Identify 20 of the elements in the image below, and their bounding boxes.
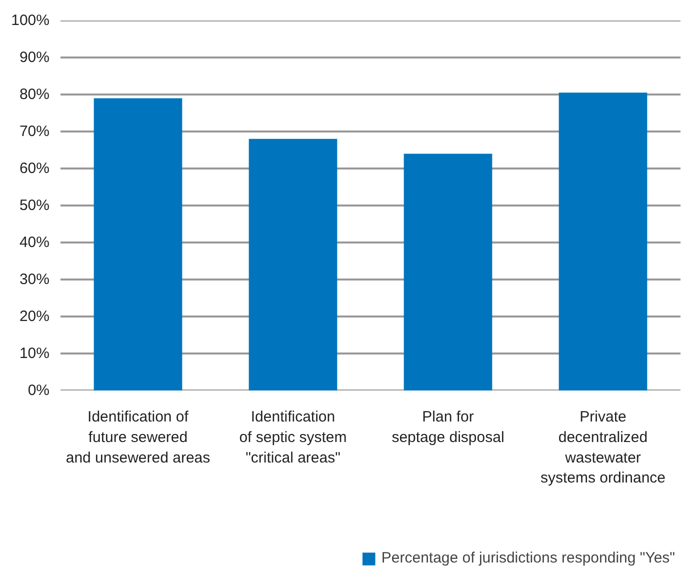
y-tick-label: 40% xyxy=(19,234,50,251)
y-tick-label: 70% xyxy=(19,123,50,140)
y-tick-label: 30% xyxy=(19,271,50,288)
y-tick-label: 10% xyxy=(19,345,50,362)
x-tick-label: Identification of future sewered and unsewered areas xyxy=(66,408,210,466)
bar xyxy=(248,138,338,390)
y-tick-label: 60% xyxy=(19,160,50,177)
y-tick-label: 0% xyxy=(28,382,50,399)
x-tick-label: Private decentralized wastewater systems ordinance xyxy=(540,408,666,487)
y-tick-label: 100% xyxy=(11,12,50,29)
x-tick-label: Plan for septage disposal xyxy=(392,408,504,446)
legend-label: Percentage of jurisdictions responding "Yes" xyxy=(381,550,675,566)
y-tick-label: 80% xyxy=(19,86,50,103)
bar xyxy=(404,154,492,390)
y-tick-label: 50% xyxy=(19,197,50,214)
bar xyxy=(558,92,648,390)
x-tick-label: Identification of septic system "critical areas" xyxy=(239,408,347,466)
bar xyxy=(94,98,182,390)
y-tick-label: 90% xyxy=(19,49,50,66)
y-tick-label: 20% xyxy=(19,308,50,325)
